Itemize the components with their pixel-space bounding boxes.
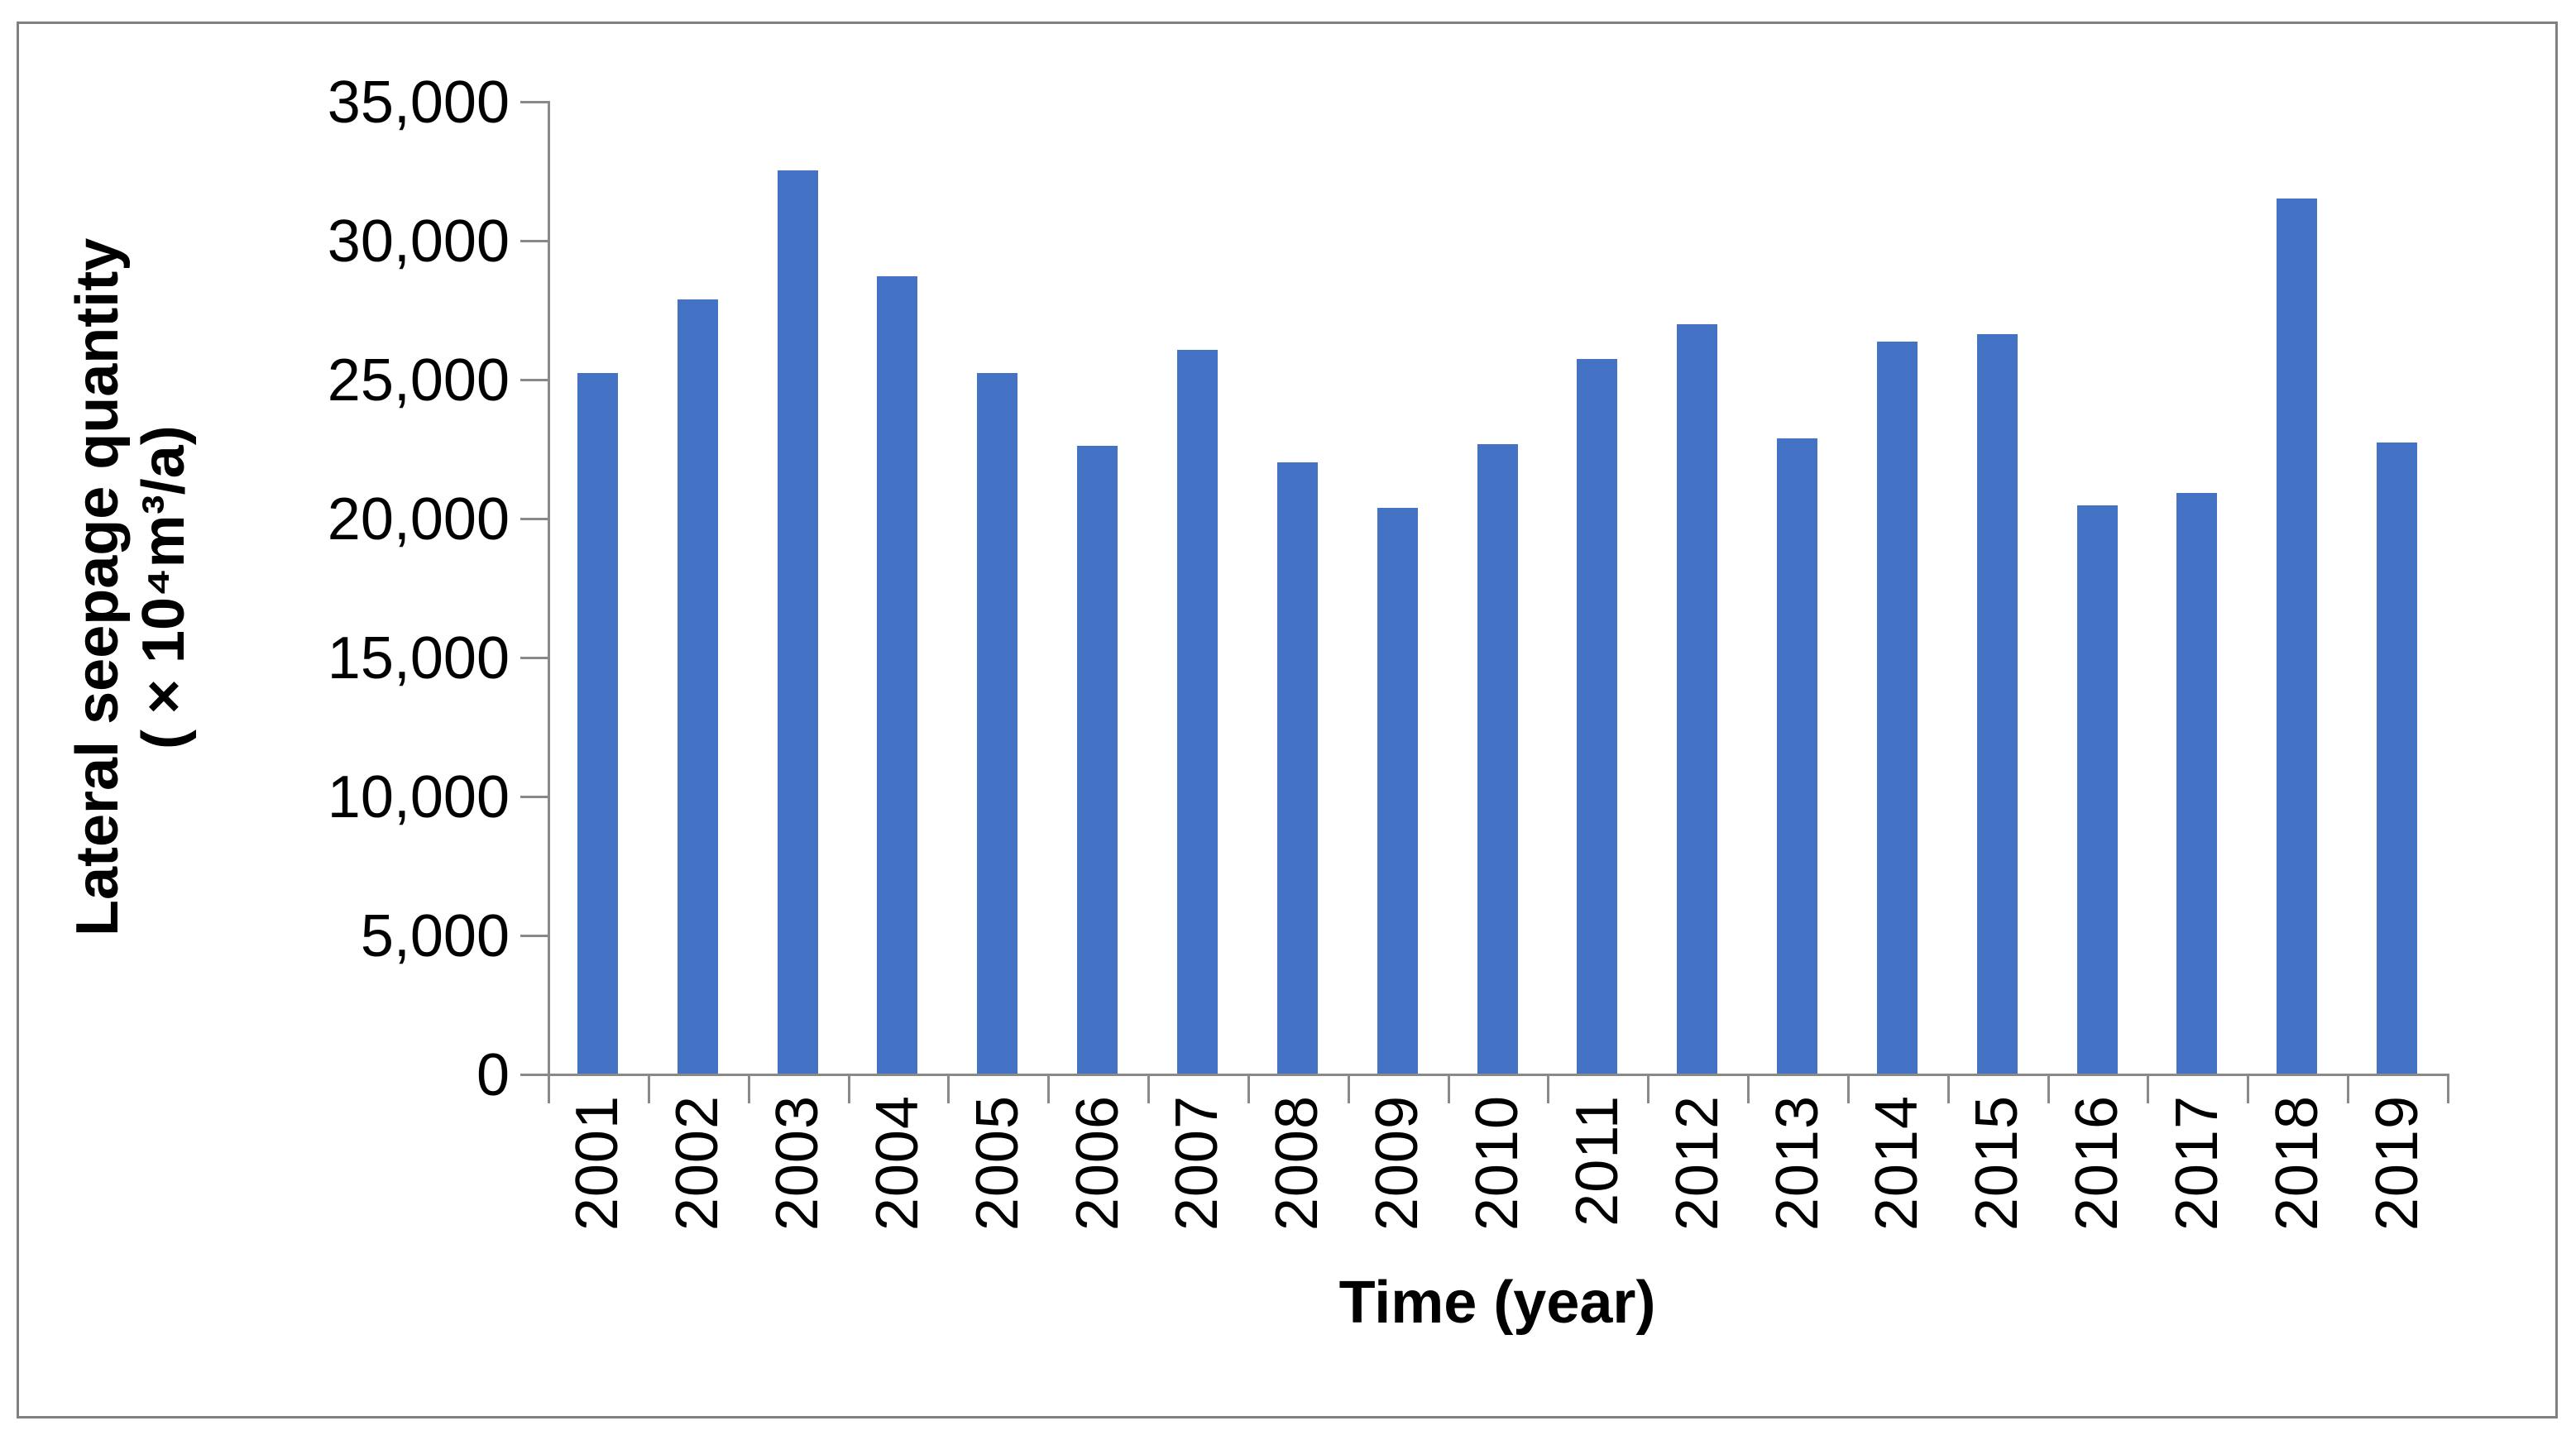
y-tick-label: 5,000	[360, 903, 510, 969]
x-axis-tick	[1747, 1076, 1750, 1103]
x-axis-tick	[548, 1076, 550, 1103]
bar-2005	[977, 373, 1018, 1074]
x-tick-label: 2009	[1364, 1095, 1431, 1232]
x-axis-tick	[1547, 1076, 1550, 1103]
bar-2014	[1876, 341, 1918, 1074]
bar-2011	[1577, 359, 1618, 1074]
y-axis-tick	[520, 240, 548, 242]
x-tick-label: 2007	[1164, 1095, 1231, 1232]
bar-2009	[1377, 508, 1418, 1074]
x-axis-tick	[1647, 1076, 1650, 1103]
x-tick-label: 2008	[1264, 1095, 1331, 1232]
y-tick-label: 35,000	[327, 69, 510, 136]
x-tick-label: 2016	[2064, 1095, 2131, 1232]
y-tick-label: 0	[476, 1042, 510, 1108]
bar-2017	[2176, 492, 2218, 1074]
y-tick-label: 15,000	[327, 625, 510, 691]
x-axis-tick	[2447, 1076, 2449, 1103]
y-axis-tick	[520, 796, 548, 798]
x-tick-label: 2003	[764, 1095, 831, 1232]
x-tick-label: 2006	[1064, 1095, 1131, 1232]
bar-2002	[677, 299, 718, 1074]
bar-2016	[2076, 505, 2118, 1074]
x-axis-tick	[947, 1076, 950, 1103]
y-axis-title: Lateral seepage quantity (×10⁴m³/a)	[65, 237, 197, 937]
x-tick-label: 2004	[864, 1095, 931, 1232]
y-axis-tick	[520, 935, 548, 937]
y-axis-line	[548, 101, 550, 1076]
bar-2004	[877, 275, 918, 1074]
x-axis-tick	[1347, 1076, 1350, 1103]
y-tick-label: 25,000	[327, 347, 510, 414]
x-axis-tick	[2147, 1076, 2150, 1103]
x-axis-tick	[2347, 1076, 2350, 1103]
x-axis-tick	[847, 1076, 850, 1103]
bar-2013	[1777, 438, 1818, 1074]
x-axis-tick	[1447, 1076, 1450, 1103]
x-tick-label: 2002	[664, 1095, 731, 1232]
x-axis-tick	[1247, 1076, 1250, 1103]
x-axis-tick	[747, 1076, 750, 1103]
x-tick-label: 2005	[964, 1095, 1031, 1232]
y-axis-tick	[520, 1074, 548, 1076]
x-tick-label: 2014	[1864, 1095, 1931, 1232]
y-axis-tick	[520, 101, 548, 103]
y-tick-label: 30,000	[327, 208, 510, 275]
bar-2006	[1077, 445, 1118, 1074]
x-axis-tick	[2247, 1076, 2250, 1103]
x-axis-tick	[647, 1076, 650, 1103]
bar-2007	[1176, 349, 1218, 1074]
bar-2010	[1477, 443, 1518, 1074]
x-tick-label: 2011	[1563, 1095, 1630, 1227]
x-axis-line	[548, 1074, 2449, 1076]
x-tick-label: 2017	[2163, 1095, 2230, 1232]
x-axis-tick	[1047, 1076, 1051, 1103]
x-axis-title: Time (year)	[1338, 1270, 1656, 1336]
bar-2015	[1976, 334, 2018, 1074]
x-tick-label: 2019	[2363, 1095, 2430, 1232]
x-tick-label: 2001	[564, 1095, 631, 1232]
bar-2019	[2377, 443, 2418, 1074]
x-tick-label: 2015	[1964, 1095, 2031, 1232]
bar-2012	[1677, 324, 1718, 1074]
y-tick-label: 10,000	[327, 764, 510, 830]
x-tick-label: 2013	[1764, 1095, 1831, 1232]
y-axis-tick	[520, 518, 548, 520]
x-axis-tick	[1946, 1076, 1950, 1103]
bar-2018	[2277, 198, 2318, 1074]
x-axis-tick	[2047, 1076, 2050, 1103]
x-axis-tick	[1846, 1076, 1850, 1103]
bar-2001	[577, 373, 618, 1074]
x-tick-label: 2010	[1464, 1095, 1530, 1232]
x-tick-label: 2018	[2263, 1095, 2330, 1232]
bar-2008	[1276, 462, 1318, 1074]
y-axis-tick	[520, 657, 548, 659]
x-tick-label: 2012	[1664, 1095, 1731, 1232]
bar-2003	[777, 170, 818, 1074]
y-axis-tick	[520, 379, 548, 381]
x-axis-tick	[1147, 1076, 1151, 1103]
y-tick-label: 20,000	[327, 486, 510, 553]
